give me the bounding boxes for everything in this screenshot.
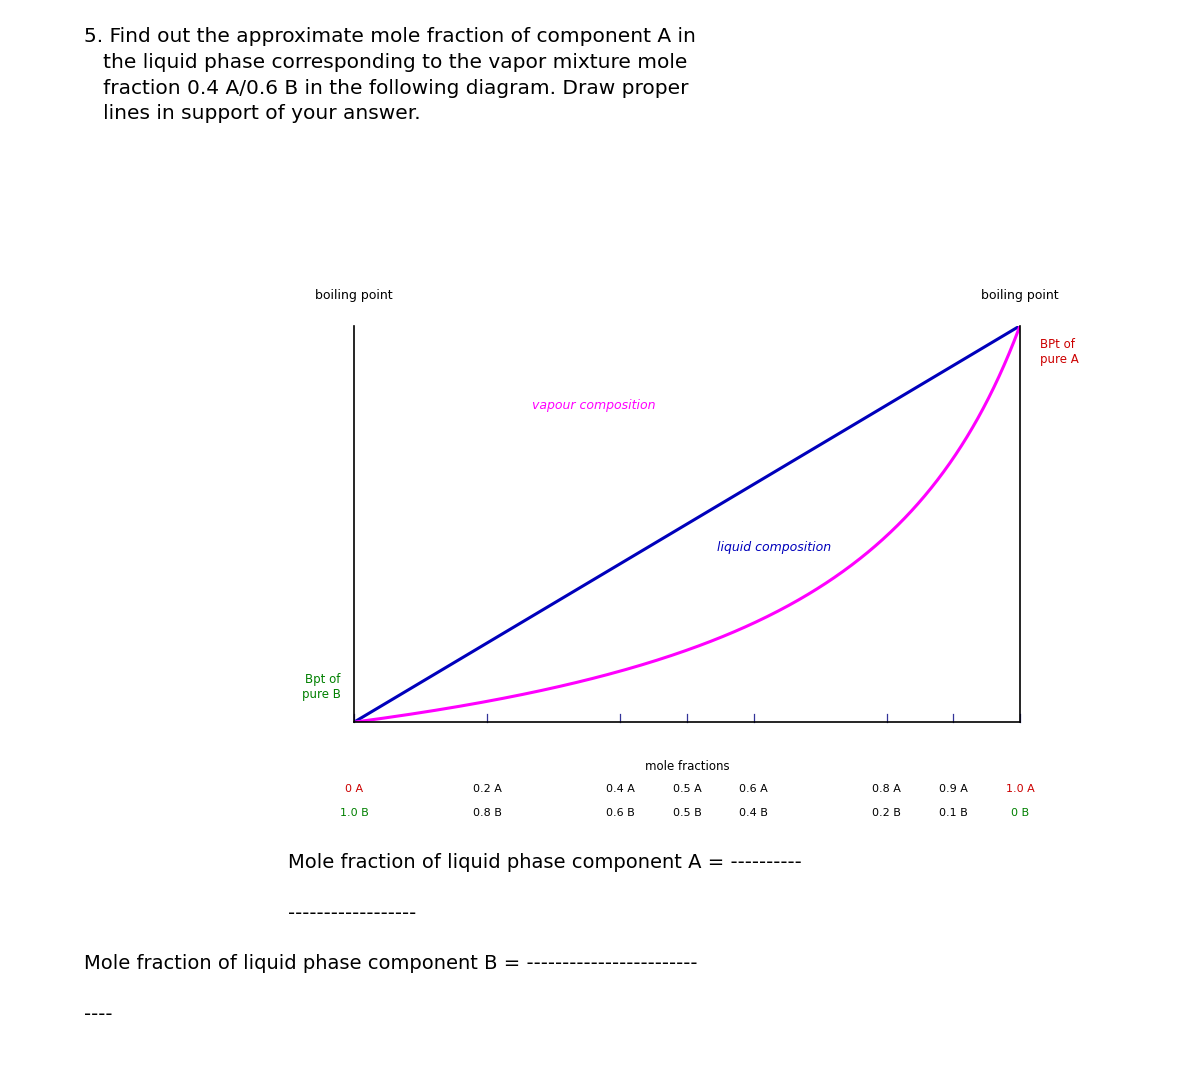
Text: ------------------: ------------------ <box>288 904 416 922</box>
Text: 0.4 B: 0.4 B <box>739 808 768 818</box>
Text: 0.2 A: 0.2 A <box>473 784 502 794</box>
Text: liquid composition: liquid composition <box>716 541 830 554</box>
Text: 0 A: 0 A <box>344 784 364 794</box>
Text: Mole fraction of liquid phase component B = ------------------------: Mole fraction of liquid phase component … <box>84 954 697 972</box>
Text: Bpt of
pure B: Bpt of pure B <box>302 672 341 700</box>
Text: boiling point: boiling point <box>316 289 392 302</box>
Text: 0 B: 0 B <box>1010 808 1030 818</box>
Text: 0.6 B: 0.6 B <box>606 808 635 818</box>
Text: 0.2 B: 0.2 B <box>872 808 901 818</box>
Text: vapour composition: vapour composition <box>532 399 655 412</box>
Text: 0.1 B: 0.1 B <box>940 808 967 818</box>
Text: 1.0 B: 1.0 B <box>340 808 368 818</box>
Text: 5. Find out the approximate mole fraction of component A in
   the liquid phase : 5. Find out the approximate mole fractio… <box>84 27 696 124</box>
Text: BPt of
pure A: BPt of pure A <box>1040 338 1079 366</box>
Text: 0.8 A: 0.8 A <box>872 784 901 794</box>
Text: 0.4 A: 0.4 A <box>606 784 635 794</box>
Text: 0.8 B: 0.8 B <box>473 808 502 818</box>
Text: 0.5 B: 0.5 B <box>673 808 701 818</box>
Text: Mole fraction of liquid phase component A = ----------: Mole fraction of liquid phase component … <box>288 853 802 871</box>
Text: 0.6 A: 0.6 A <box>739 784 768 794</box>
Text: boiling point: boiling point <box>982 289 1058 302</box>
Text: mole fractions: mole fractions <box>644 760 730 773</box>
Text: 0.9 A: 0.9 A <box>938 784 968 794</box>
Text: 1.0 A: 1.0 A <box>1006 784 1034 794</box>
Text: ----: ---- <box>84 1005 113 1023</box>
Text: 0.5 A: 0.5 A <box>673 784 701 794</box>
